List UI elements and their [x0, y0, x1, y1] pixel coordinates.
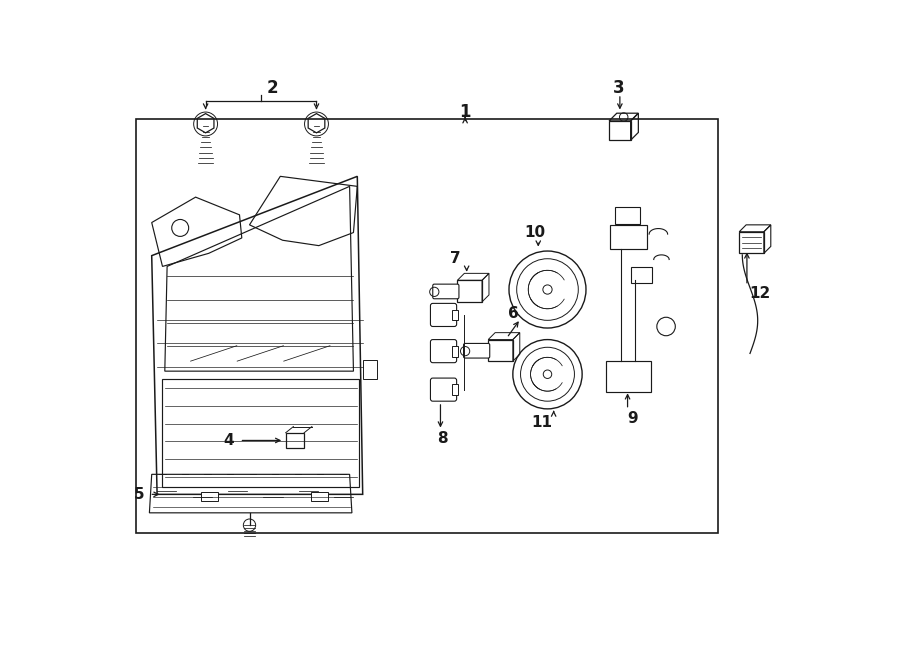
Text: 7: 7: [450, 251, 461, 266]
FancyBboxPatch shape: [464, 344, 490, 358]
Text: 3: 3: [613, 79, 625, 97]
Bar: [201, 492, 218, 501]
Bar: [457, 280, 482, 302]
Text: 5: 5: [134, 487, 145, 502]
Text: 1: 1: [459, 103, 471, 122]
Bar: [739, 232, 764, 253]
Bar: [163, 379, 359, 486]
Text: 2: 2: [266, 79, 278, 97]
Bar: [610, 225, 647, 249]
Bar: [311, 492, 328, 501]
Bar: [606, 361, 651, 392]
Bar: [452, 309, 458, 321]
Bar: [285, 433, 304, 448]
FancyBboxPatch shape: [430, 378, 456, 401]
Bar: [616, 207, 640, 224]
Bar: [452, 384, 458, 395]
Bar: [363, 360, 376, 379]
FancyBboxPatch shape: [433, 284, 459, 299]
Bar: [631, 267, 652, 283]
Bar: [609, 121, 631, 140]
Bar: [488, 340, 513, 361]
Bar: [452, 346, 458, 356]
Text: 10: 10: [524, 225, 545, 240]
Text: 8: 8: [436, 430, 447, 446]
Text: 9: 9: [627, 411, 637, 426]
Bar: [136, 118, 717, 533]
Text: 11: 11: [532, 415, 553, 430]
Text: 12: 12: [750, 286, 770, 301]
FancyBboxPatch shape: [430, 303, 456, 327]
Text: 6: 6: [508, 306, 519, 321]
Text: 4: 4: [223, 433, 234, 448]
FancyBboxPatch shape: [430, 340, 456, 363]
